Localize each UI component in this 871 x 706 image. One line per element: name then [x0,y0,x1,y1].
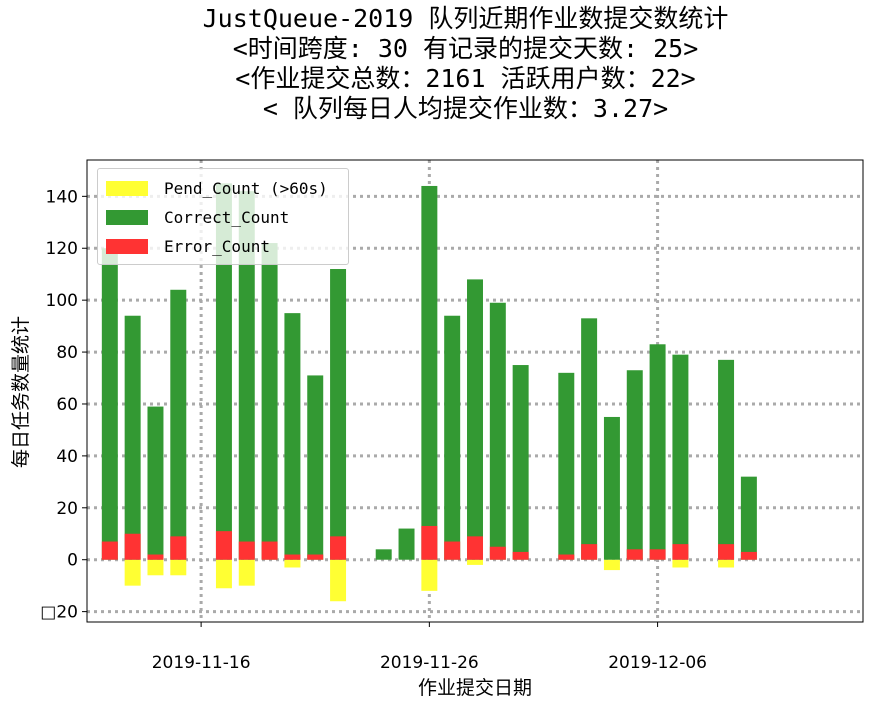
bar-correct [489,302,506,560]
bar-error [238,541,255,560]
bar-correct [261,243,278,560]
bar-correct [215,183,232,560]
title-line-2: <时间跨度: 30 有记录的提交天数: 25> [232,34,699,63]
bar-correct [649,344,666,560]
bar-correct [444,315,461,560]
legend-swatch-pend [106,180,148,196]
bar-pend [238,559,255,586]
bar-pend [672,559,689,568]
bar-error [581,544,598,560]
bar-pend [330,559,347,602]
bar-error [489,546,506,560]
bar-pend [284,559,301,568]
bar-error [512,551,529,560]
y-axis-label: 每日任务数量统计 [10,316,32,468]
bar-correct [101,248,118,560]
y-tick-label: 140 [46,187,78,207]
bar-correct [147,406,164,560]
bar-series [101,183,757,602]
y-tick-label: 120 [46,239,78,259]
bar-correct [581,318,598,560]
bar-pend [124,559,141,586]
bar-error [740,551,757,560]
plot-frame [86,159,864,623]
bar-error [124,533,141,560]
y-tick-label: 60 [56,395,78,415]
bar-error [170,536,187,560]
legend: Pend_Count (>60s) Correct_Count Error_Co… [97,168,349,265]
bar-correct [718,359,735,560]
x-axis-label: 作业提交日期 [418,677,532,699]
bar-error [284,554,301,560]
title-line-3: <作业提交总数：2161 活跃用户数：22> [235,64,696,93]
x-tick-label: 2019-12-06 [608,653,707,673]
bar-error [649,549,666,560]
bar-pend [603,559,620,571]
bar-error [215,531,232,560]
bar-pend [467,559,483,565]
x-tick-label: 2019-11-26 [380,653,479,673]
title-line-1: JustQueue-2019 队列近期作业数提交数统计 [202,4,729,33]
bar-correct [238,191,255,560]
bar-pend [421,559,438,591]
legend-item-pend: Pend_Count (>60s) [106,177,328,199]
bar-correct [603,416,620,560]
bar-correct [170,289,187,560]
bar-pend [215,559,232,589]
bar-correct [421,185,438,560]
bar-error [558,554,575,560]
bar-correct [626,370,643,560]
bar-correct [512,365,529,560]
bar-correct [124,315,141,560]
bar-error [672,544,689,560]
bar-correct [307,375,324,560]
bar-correct [330,269,347,560]
legend-swatch-error [106,238,148,254]
bar-correct [558,372,575,560]
legend-label-error: Error_Count [164,236,270,256]
bar-error [330,536,347,560]
y-tick-label: 40 [56,447,78,467]
bar-error [421,525,438,560]
bar-correct [672,354,689,560]
legend-swatch-correct [106,209,148,225]
bar-error [101,541,118,560]
y-tick-label: □20 [40,603,78,623]
title-line-4: < 队列每日人均提交作业数：3.27> [262,94,669,123]
bar-error [467,536,483,560]
y-tick-label: 20 [56,499,78,519]
bar-error [261,541,278,560]
bar-correct [375,549,392,560]
bar-error [307,554,324,560]
bar-correct [284,313,301,560]
legend-label-correct: Correct_Count [164,207,290,227]
chart-title: JustQueue-2019 队列近期作业数提交数统计 <时间跨度: 30 有记… [0,4,871,124]
y-tick-label: 0 [67,551,78,571]
bar-pend [147,559,164,576]
bar-correct [740,476,757,560]
x-tick-label: 2019-11-16 [152,653,251,673]
tick-labels: □20 0 20 40 60 80 100 120 140 2019-11-16 2019-11-2… [40,187,707,673]
bar-error [444,541,461,560]
legend-item-error: Error_Count [106,235,270,257]
y-tick-label: 80 [56,343,78,363]
bar-correct [467,279,483,560]
bar-correct [398,528,415,560]
bar-pend [170,559,187,576]
bar-pend [718,559,735,568]
y-tick-label: 100 [46,291,78,311]
bar-error [718,544,735,560]
bar-error [626,549,643,560]
legend-item-correct: Correct_Count [106,206,289,228]
bar-error [147,554,164,560]
legend-label-pend: Pend_Count (>60s) [164,178,328,198]
axes [82,159,864,627]
